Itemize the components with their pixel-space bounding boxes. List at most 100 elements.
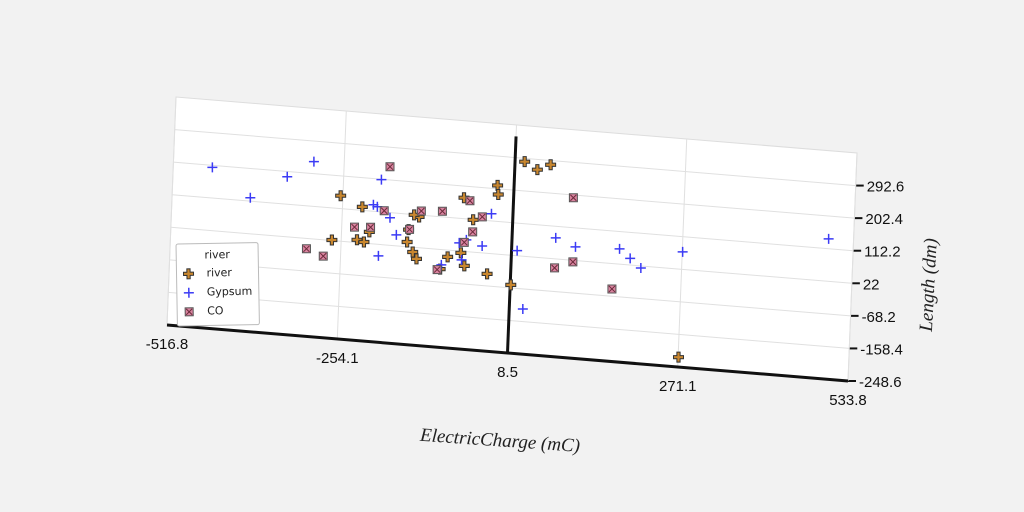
marker-shape xyxy=(519,156,531,168)
marker-shape xyxy=(466,197,474,205)
point xyxy=(442,251,454,263)
point xyxy=(672,351,684,363)
x-tick-label: -516.8 xyxy=(146,336,189,353)
marker-shape xyxy=(408,209,420,221)
marker-shape xyxy=(478,213,486,221)
y-axis xyxy=(506,136,518,354)
y-tick-label: -68.2 xyxy=(862,309,896,326)
point xyxy=(465,196,475,206)
marker-shape xyxy=(386,163,394,171)
point xyxy=(356,201,368,213)
marker-shape xyxy=(376,174,387,185)
marker-shape xyxy=(391,229,402,240)
point xyxy=(458,260,470,272)
marker-shape xyxy=(319,252,327,260)
marker-shape xyxy=(442,251,454,263)
point xyxy=(432,265,442,275)
point xyxy=(625,253,636,264)
point xyxy=(614,243,625,254)
point xyxy=(486,208,497,219)
grid-line xyxy=(166,96,177,326)
marker-shape xyxy=(368,199,379,210)
y-tick-label: -158.4 xyxy=(860,341,903,358)
marker-shape xyxy=(460,238,468,246)
point xyxy=(517,304,528,315)
y-tick-label: -248.6 xyxy=(859,374,902,391)
point xyxy=(823,233,834,244)
marker-shape xyxy=(481,268,493,280)
point xyxy=(358,236,370,248)
marker-shape xyxy=(505,279,517,291)
marker-shape xyxy=(401,236,413,248)
marker-shape xyxy=(570,241,581,252)
point xyxy=(437,206,447,216)
marker-shape xyxy=(569,258,577,266)
x-axis-label: ElectricCharge (mC) xyxy=(418,425,580,457)
point xyxy=(568,193,578,203)
marker-shape xyxy=(335,190,347,202)
marker-shape xyxy=(183,287,194,298)
marker-shape xyxy=(384,212,395,223)
marker-shape xyxy=(303,245,310,253)
point xyxy=(335,190,347,202)
marker-shape xyxy=(456,254,467,265)
marker-shape xyxy=(373,250,384,261)
x-tick-label: 271.1 xyxy=(659,378,697,395)
x-tick-label: -254.1 xyxy=(316,350,359,367)
marker-shape xyxy=(550,232,561,243)
point xyxy=(282,171,293,182)
point xyxy=(318,251,328,261)
marker-shape xyxy=(455,247,467,259)
marker-shape xyxy=(439,207,446,215)
point xyxy=(505,279,517,291)
marker-shape xyxy=(433,266,441,273)
point xyxy=(531,164,543,176)
point xyxy=(492,188,504,200)
point xyxy=(182,268,195,280)
point xyxy=(401,236,413,248)
point xyxy=(207,162,218,173)
marker-shape xyxy=(614,243,625,254)
point xyxy=(391,229,402,240)
legend-label: CO xyxy=(207,304,224,317)
point xyxy=(635,262,646,273)
marker-shape xyxy=(326,234,338,246)
point xyxy=(512,245,523,256)
marker-shape xyxy=(492,188,504,200)
point xyxy=(245,192,256,203)
marker-shape xyxy=(458,260,470,272)
point xyxy=(326,234,338,246)
grid-line xyxy=(336,110,347,340)
point xyxy=(545,159,557,171)
marker-shape xyxy=(282,171,293,182)
marker-shape xyxy=(406,226,413,233)
marker-shape xyxy=(486,208,497,219)
marker-shape xyxy=(245,192,256,203)
point xyxy=(550,232,561,243)
legend-box xyxy=(175,242,260,327)
marker-shape xyxy=(356,201,368,213)
point xyxy=(477,240,488,251)
point xyxy=(455,247,467,259)
marker-shape xyxy=(469,228,477,236)
marker-shape xyxy=(551,264,558,272)
point xyxy=(376,174,387,185)
marker-shape xyxy=(367,223,374,231)
marker-shape xyxy=(545,159,557,171)
marker-shape xyxy=(823,233,834,244)
legend-label: river xyxy=(206,266,232,279)
point xyxy=(570,241,581,252)
point xyxy=(384,212,395,223)
point xyxy=(467,214,479,226)
marker-shape xyxy=(570,194,577,202)
marker-shape xyxy=(467,214,479,226)
marker-shape xyxy=(512,245,523,256)
marker-shape xyxy=(477,240,488,251)
marker-shape xyxy=(185,308,193,316)
legend: river river Gypsum CO xyxy=(175,242,260,327)
marker-shape xyxy=(417,207,425,215)
point xyxy=(408,209,420,221)
point xyxy=(405,224,415,234)
point xyxy=(568,257,578,267)
